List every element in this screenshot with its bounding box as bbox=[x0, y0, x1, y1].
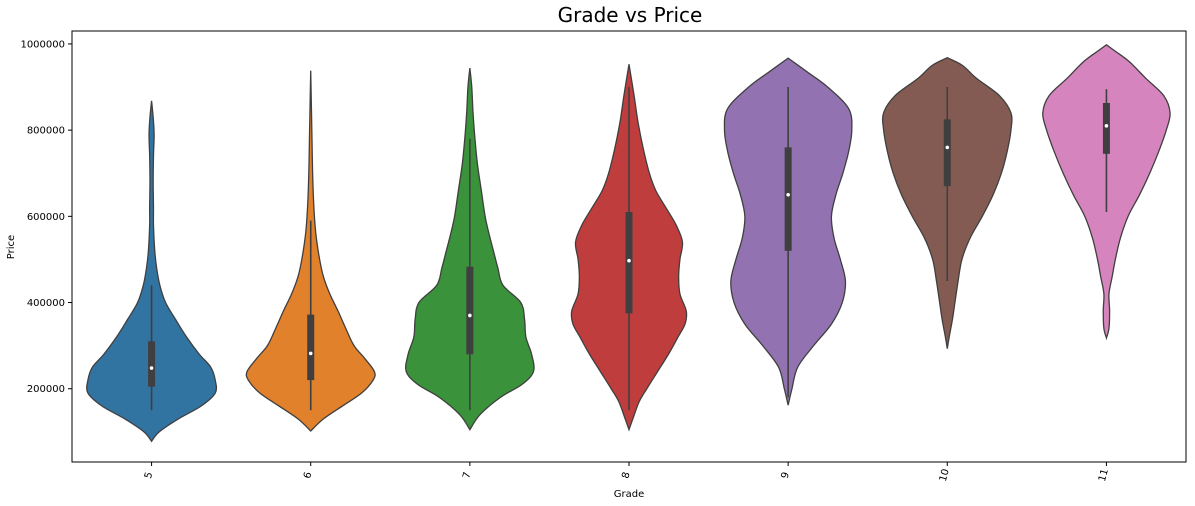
iqr-box bbox=[148, 341, 156, 387]
x-tick-label: 7 bbox=[461, 471, 473, 480]
x-tick-label: 10 bbox=[938, 468, 952, 483]
x-tick-label: 6 bbox=[302, 471, 314, 480]
violin-grade-6 bbox=[245, 70, 376, 432]
median-dot bbox=[627, 258, 631, 263]
iqr-box bbox=[1102, 102, 1110, 154]
x-tick-label: 5 bbox=[143, 471, 155, 480]
median-dot bbox=[786, 192, 790, 197]
y-axis: 200000 400000 600000 800000 1000000 bbox=[20, 39, 72, 395]
x-tick-label: 8 bbox=[620, 471, 632, 480]
y-tick-label: 600000 bbox=[27, 212, 65, 223]
x-axis-label: Grade bbox=[614, 489, 645, 500]
iqr-box bbox=[466, 266, 474, 355]
violin-grade-10 bbox=[881, 56, 1013, 349]
violin-body bbox=[86, 100, 218, 443]
iqr-box bbox=[307, 314, 315, 381]
median-dot bbox=[1104, 124, 1109, 128]
violin-grade-11 bbox=[1042, 43, 1171, 341]
violin-grade-7 bbox=[405, 68, 535, 431]
violin-grade-8 bbox=[570, 64, 688, 432]
violin-group bbox=[86, 43, 1171, 443]
iqr-box bbox=[784, 147, 792, 251]
x-axis: 5 6 7 8 9 10 11 bbox=[143, 462, 1111, 483]
x-tick-label: 11 bbox=[1097, 468, 1111, 483]
median-dot bbox=[468, 313, 472, 318]
x-tick-label: 9 bbox=[780, 471, 792, 480]
median-dot bbox=[308, 351, 313, 356]
y-axis-label: Price bbox=[6, 235, 17, 259]
violin-grade-5 bbox=[86, 100, 218, 443]
y-tick-label: 200000 bbox=[27, 384, 65, 395]
violin-grade-9 bbox=[723, 57, 853, 406]
chart-title: Grade vs Price bbox=[558, 3, 703, 27]
iqr-box bbox=[943, 119, 951, 187]
median-dot bbox=[149, 366, 154, 370]
iqr-box bbox=[625, 212, 633, 314]
y-tick-label: 800000 bbox=[27, 126, 65, 137]
y-tick-label: 1000000 bbox=[20, 39, 65, 50]
y-tick-label: 400000 bbox=[27, 298, 65, 309]
median-dot bbox=[945, 145, 950, 150]
